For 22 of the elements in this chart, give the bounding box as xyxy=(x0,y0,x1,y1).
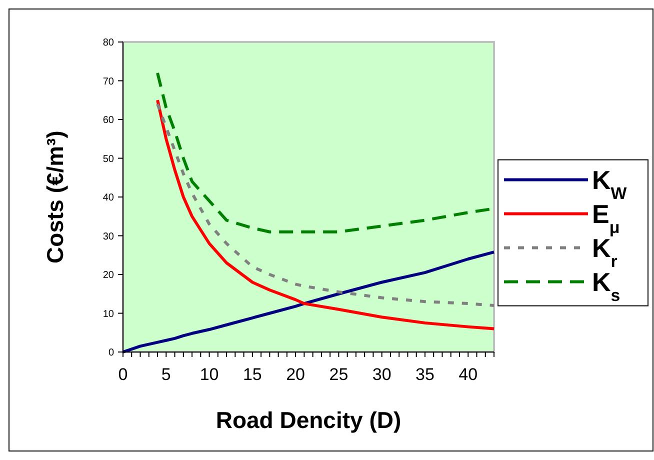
y-tick-label: 0 xyxy=(108,348,114,358)
x-tick-label: 10 xyxy=(200,365,219,384)
y-tick-label: 20 xyxy=(102,270,114,281)
x-tick-label: 40 xyxy=(458,365,478,384)
y-tick-label: 80 xyxy=(102,38,114,48)
x-tick-label: 35 xyxy=(416,365,434,384)
y-tick-label: 10 xyxy=(102,308,114,320)
x-tick-label: 15 xyxy=(242,365,262,384)
x-tick-label: 30 xyxy=(372,365,392,384)
y-axis-title: Costs (€/m³) xyxy=(42,130,68,264)
y-tick-label: 50 xyxy=(102,154,114,165)
x-tick-label: 20 xyxy=(286,365,306,384)
x-axis-title: Road Dencity (D) xyxy=(216,407,402,433)
legend-label: K$_{W}$ xyxy=(592,164,627,202)
y-tick-label: 70 xyxy=(102,76,114,88)
y-tick-label: 40 xyxy=(102,192,114,204)
y-tick-label: 30 xyxy=(102,231,114,242)
x-tick-label: 5 xyxy=(161,365,171,384)
x-tick-label: 25 xyxy=(329,365,348,384)
x-tick-label: 0 xyxy=(118,365,128,384)
legend-label: K$_{s}$ xyxy=(592,266,620,304)
y-tick-label: 60 xyxy=(102,115,114,126)
